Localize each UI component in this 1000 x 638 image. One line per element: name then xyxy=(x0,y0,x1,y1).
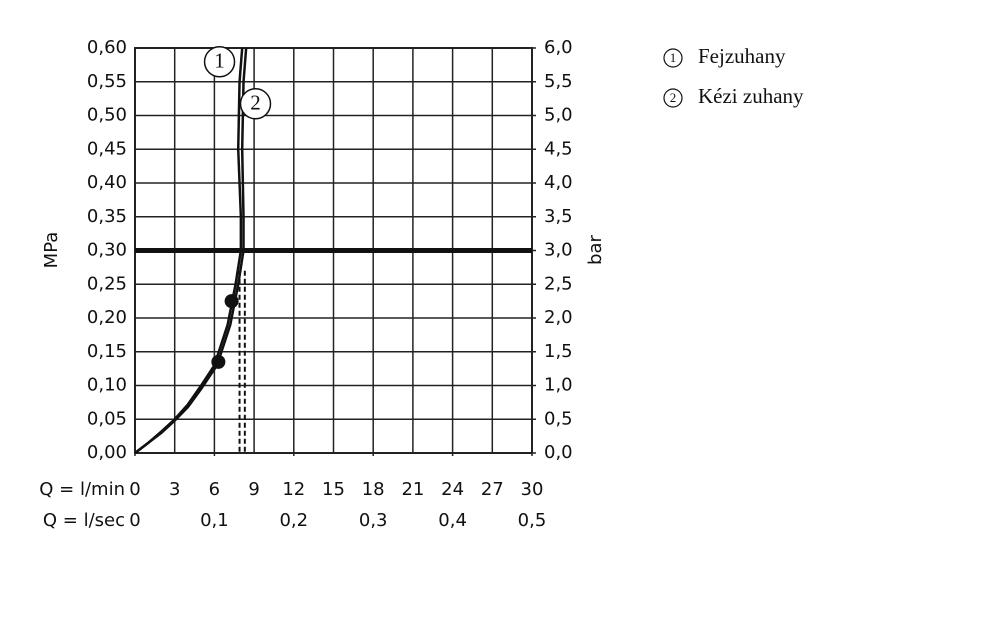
legend-number: 2 xyxy=(670,90,677,105)
y2-tick-label: 1,5 xyxy=(544,341,573,362)
x-tick-label: 12 xyxy=(282,479,305,500)
x2-axis-label: Q = l/sec xyxy=(43,510,125,531)
x2-tick-label: 0,5 xyxy=(518,510,547,531)
y-tick-label: 0,25 xyxy=(87,273,127,294)
series-line xyxy=(134,47,248,454)
y-tick-label: 0,40 xyxy=(87,172,127,193)
x-tick-label: 15 xyxy=(322,479,345,500)
marker-dot xyxy=(224,294,239,309)
y-tick-label: 0,00 xyxy=(87,442,127,463)
y-tick-label: 0,10 xyxy=(87,375,127,396)
y2-tick-label: 5,5 xyxy=(544,71,573,92)
x-tick-label: 27 xyxy=(481,479,504,500)
x2-tick-label: 0,4 xyxy=(438,510,467,531)
curve-label: 1 xyxy=(214,49,225,73)
legend-symbol xyxy=(663,48,683,68)
y-tick-label: 0,30 xyxy=(87,240,127,261)
legend-number: 1 xyxy=(670,50,677,65)
y-tick-label: 0,60 xyxy=(87,37,127,58)
y2-tick-label: 4,0 xyxy=(544,172,573,193)
y2-tick-label: 0,0 xyxy=(544,442,573,463)
marker-dot xyxy=(211,354,226,369)
y2-axis-label: bar xyxy=(585,234,606,264)
y-tick-label: 0,15 xyxy=(87,341,127,362)
x2-tick-label: 0,2 xyxy=(279,510,308,531)
y2-tick-label: 2,0 xyxy=(544,307,573,328)
x-tick-label: 6 xyxy=(209,479,220,500)
y-tick-label: 0,05 xyxy=(87,408,127,429)
y-tick-label: 0,45 xyxy=(87,138,127,159)
legend-label: Fejzuhany xyxy=(698,44,786,68)
curve-label: 2 xyxy=(250,91,261,115)
x-tick-label: 0 xyxy=(129,479,140,500)
x-tick-label: 9 xyxy=(248,479,259,500)
y2-tick-label: 4,5 xyxy=(544,138,573,159)
y-tick-label: 0,50 xyxy=(87,105,127,126)
x-tick-label: 30 xyxy=(521,479,544,500)
y2-tick-label: 3,5 xyxy=(544,206,573,227)
y2-tick-label: 0,5 xyxy=(544,408,573,429)
y-tick-label: 0,35 xyxy=(87,206,127,227)
x2-tick-label: 0,1 xyxy=(200,510,229,531)
curve-label-circle xyxy=(239,88,272,120)
curve-label-circle xyxy=(203,46,236,78)
x-tick-label: 24 xyxy=(441,479,464,500)
x-tick-label: 3 xyxy=(169,479,180,500)
x-tick-label: 21 xyxy=(401,479,424,500)
legend-symbol xyxy=(663,88,683,108)
x-tick-label: 18 xyxy=(362,479,385,500)
y-tick-label: 0,55 xyxy=(87,71,127,92)
legend-label: Kézi zuhany xyxy=(698,84,804,108)
y2-tick-label: 5,0 xyxy=(544,105,573,126)
x2-tick-label: 0 xyxy=(129,510,140,531)
y-tick-label: 0,20 xyxy=(87,307,127,328)
y2-tick-label: 3,0 xyxy=(544,240,573,261)
y2-tick-label: 2,5 xyxy=(544,273,573,294)
x2-tick-label: 0,3 xyxy=(359,510,388,531)
y-axis-label: MPa xyxy=(41,232,62,269)
y2-tick-label: 1,0 xyxy=(544,375,573,396)
y2-tick-label: 6,0 xyxy=(544,37,573,58)
x-axis-label: Q = l/min xyxy=(39,479,125,500)
